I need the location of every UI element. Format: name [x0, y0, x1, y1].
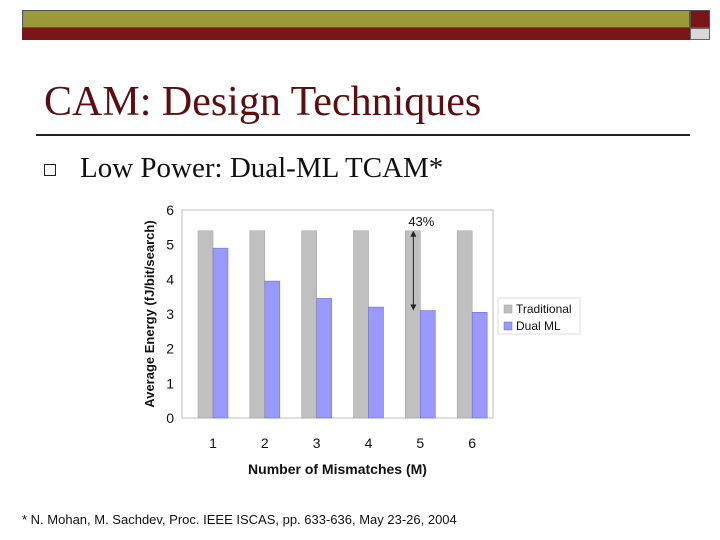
bar-dual-ml [471, 312, 488, 419]
corner-box-top [690, 10, 710, 28]
y-tick-label: 3 [166, 306, 174, 322]
corner-box-bottom [690, 28, 710, 40]
bar-traditional [353, 230, 369, 419]
bullet-square-icon [44, 164, 56, 176]
bar-traditional [249, 230, 266, 419]
bar-dual-ml [212, 247, 229, 419]
x-tick-label: 2 [261, 435, 269, 451]
olive-bar [22, 10, 690, 28]
bar-dual-ml [368, 306, 384, 419]
y-axis-label: Average Energy (fJ/bit/search) [142, 220, 157, 407]
plot-area [181, 209, 494, 419]
slide-title: CAM: Design Techniques [44, 79, 482, 125]
legend-swatch [503, 321, 513, 331]
x-tick-label: 3 [313, 435, 321, 451]
x-tick-label: 5 [416, 435, 424, 451]
energy-bar-chart: 0 1 2 3 4 5 6 1 2 3 4 5 6 43% Number of Mismatches (M)… [142, 202, 581, 477]
x-tick-label: 1 [209, 435, 217, 451]
x-tick-label: 4 [365, 435, 373, 451]
annotation-arrowhead-top [410, 230, 417, 237]
y-tick-label: 5 [166, 237, 174, 253]
y-tick-label: 4 [166, 271, 174, 287]
y-tick-label: 1 [166, 375, 174, 391]
legend-label: Traditional [516, 302, 572, 316]
x-axis-label: Number of Mismatches (M) [248, 461, 427, 477]
top-decoration [22, 10, 710, 40]
bar-traditional [456, 230, 473, 419]
title-rule [36, 134, 690, 136]
legend-label: Dual ML [516, 319, 561, 333]
maroon-bar [22, 28, 710, 40]
y-tick-label: 2 [166, 341, 174, 357]
x-tick-label: 6 [468, 435, 476, 451]
bar-traditional [197, 230, 214, 419]
annotation-label: 43% [408, 214, 434, 229]
y-tick-label: 6 [166, 202, 174, 218]
bar-traditional [301, 230, 317, 419]
legend-swatch [503, 304, 513, 314]
bar-dual-ml [316, 298, 332, 419]
footnote: * N. Mohan, M. Sachdev, Proc. IEEE ISCAS… [22, 512, 457, 527]
bar-dual-ml [264, 280, 281, 419]
bar-dual-ml [420, 310, 436, 419]
annotation-arrowhead-bottom [410, 304, 417, 311]
y-tick-label: 0 [166, 410, 174, 426]
bullet-text: Low Power: Dual-ML TCAM* [80, 152, 444, 184]
